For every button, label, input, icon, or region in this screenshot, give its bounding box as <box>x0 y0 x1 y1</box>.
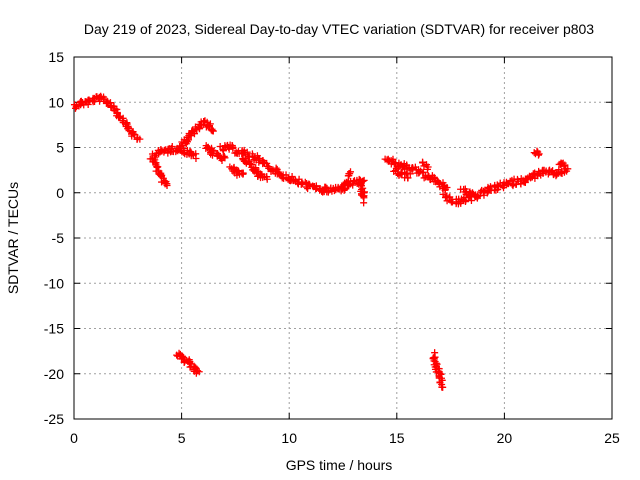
x-tick-label: 0 <box>70 430 78 446</box>
data-point <box>195 368 203 376</box>
data-point <box>406 170 414 178</box>
data-point <box>177 142 185 150</box>
data-point <box>468 189 476 197</box>
data-point <box>130 130 138 138</box>
data-point <box>225 145 233 153</box>
data-point <box>209 127 217 135</box>
y-tick-label: -10 <box>44 275 64 291</box>
data-point <box>301 178 309 186</box>
data-point <box>419 168 427 176</box>
y-tick-label: 10 <box>48 94 64 110</box>
data-point <box>424 163 432 171</box>
data-point <box>359 192 367 200</box>
data-point <box>461 198 469 206</box>
data-point <box>263 173 271 181</box>
data-point <box>136 135 144 143</box>
data-point <box>238 150 246 158</box>
data-point <box>163 181 171 189</box>
data-point <box>564 165 572 173</box>
y-tick-label: 5 <box>56 140 64 156</box>
data-point <box>513 175 521 183</box>
data-point <box>445 194 453 202</box>
data-point <box>239 170 247 178</box>
y-tick-label: -25 <box>44 411 64 427</box>
y-axis-label: SDTVAR / TECUs <box>5 182 21 294</box>
x-tick-label: 25 <box>604 430 620 446</box>
tick-layer: 0 5 10 15 20 25 -25 -20 -15 -10 -5 0 5 10 15 <box>44 49 620 446</box>
data-point <box>160 147 168 155</box>
data-point <box>194 367 202 375</box>
x-tick-label: 15 <box>389 430 405 446</box>
data-point <box>560 162 568 170</box>
data-point <box>96 97 104 105</box>
data-point <box>312 182 320 190</box>
x-tick-label: 10 <box>281 430 297 446</box>
x-tick-label: 20 <box>497 430 513 446</box>
data-point <box>220 152 228 160</box>
data-point <box>360 199 368 207</box>
data-point <box>467 190 475 198</box>
data-point <box>154 163 162 171</box>
x-tick-label: 5 <box>178 430 186 446</box>
data-point <box>178 352 186 360</box>
data-point <box>113 108 121 116</box>
data-point <box>200 118 208 126</box>
data-point <box>535 150 543 158</box>
y-tick-label: -5 <box>52 230 65 246</box>
data-point <box>330 187 338 195</box>
data-point <box>420 174 428 182</box>
data-point <box>276 170 284 178</box>
x-axis-label: GPS time / hours <box>286 457 393 473</box>
data-point <box>441 186 449 194</box>
data-point <box>438 383 446 391</box>
grid-layer <box>74 57 612 419</box>
data-point <box>153 163 161 171</box>
data-point <box>305 181 313 189</box>
data-point <box>229 144 237 152</box>
data-point <box>221 154 229 162</box>
y-tick-label: 15 <box>48 49 64 65</box>
data-point <box>392 165 400 173</box>
data-points <box>70 92 572 391</box>
y-tick-label: -15 <box>44 321 64 337</box>
data-point <box>272 164 280 172</box>
y-tick-label: 0 <box>56 185 64 201</box>
data-point <box>419 159 427 167</box>
data-point <box>346 170 354 178</box>
data-point <box>185 136 193 144</box>
data-point <box>438 376 446 384</box>
data-point <box>471 192 479 200</box>
chart-title: Day 219 of 2023, Sidereal Day-to-day VTE… <box>84 21 594 37</box>
data-point <box>246 160 254 168</box>
data-point <box>403 169 411 177</box>
data-point <box>494 186 502 194</box>
data-point <box>340 186 348 194</box>
data-point <box>206 120 214 128</box>
data-point <box>192 150 200 158</box>
data-point <box>561 161 569 169</box>
data-point <box>435 180 443 188</box>
data-point <box>158 171 166 179</box>
data-point <box>404 174 412 182</box>
data-point <box>131 131 139 139</box>
data-point <box>151 159 159 167</box>
data-point <box>265 163 273 171</box>
y-tick-label: -20 <box>44 366 64 382</box>
